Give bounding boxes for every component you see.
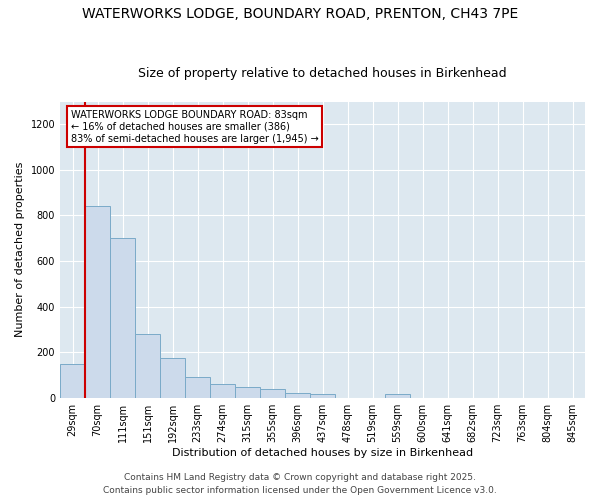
Text: Contains HM Land Registry data © Crown copyright and database right 2025.
Contai: Contains HM Land Registry data © Crown c… — [103, 474, 497, 495]
Text: WATERWORKS LODGE BOUNDARY ROAD: 83sqm
← 16% of detached houses are smaller (386): WATERWORKS LODGE BOUNDARY ROAD: 83sqm ← … — [71, 110, 318, 144]
Y-axis label: Number of detached properties: Number of detached properties — [15, 162, 25, 338]
Bar — [210, 384, 235, 398]
Bar — [110, 238, 135, 398]
Bar — [85, 206, 110, 398]
Title: Size of property relative to detached houses in Birkenhead: Size of property relative to detached ho… — [138, 66, 507, 80]
Bar — [60, 364, 85, 398]
Bar — [310, 394, 335, 398]
Bar — [160, 358, 185, 398]
X-axis label: Distribution of detached houses by size in Birkenhead: Distribution of detached houses by size … — [172, 448, 473, 458]
Bar — [285, 393, 310, 398]
Bar — [235, 388, 260, 398]
Bar — [185, 377, 210, 398]
Text: WATERWORKS LODGE, BOUNDARY ROAD, PRENTON, CH43 7PE: WATERWORKS LODGE, BOUNDARY ROAD, PRENTON… — [82, 8, 518, 22]
Bar — [135, 334, 160, 398]
Bar — [260, 389, 285, 398]
Bar — [385, 394, 410, 398]
